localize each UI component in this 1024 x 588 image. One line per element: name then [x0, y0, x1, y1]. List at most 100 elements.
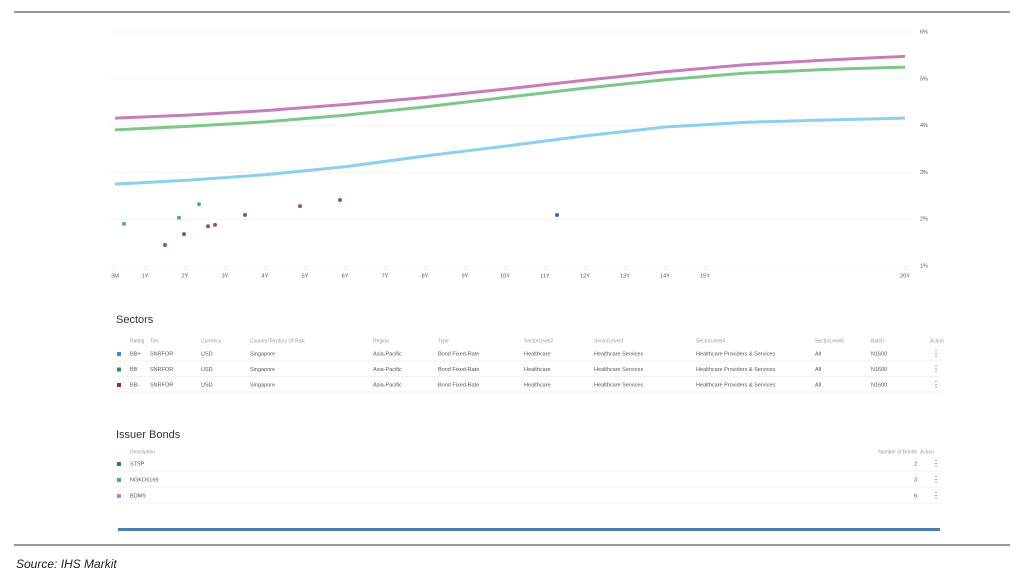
cell: SNRFOR	[150, 367, 173, 373]
cell: Healthcare	[524, 382, 551, 388]
x-tick-label: 3M	[111, 273, 119, 279]
cell: Singapore	[250, 367, 275, 373]
cell: All	[815, 382, 821, 388]
action-menu[interactable]: ⋮	[932, 491, 940, 500]
bond-point	[182, 232, 186, 237]
cell: Healthcare	[524, 367, 551, 373]
x-tick-label: 20Y	[900, 273, 910, 279]
column-header: Batch	[871, 338, 884, 344]
x-tick-label: 13Y	[620, 273, 630, 279]
action-menu[interactable]: ⋮	[932, 380, 940, 389]
scroll-bar	[118, 528, 940, 531]
x-tick-label: 11Y	[540, 273, 550, 279]
column-header: Action	[930, 338, 944, 344]
cell: BDMS	[130, 493, 146, 499]
cell: Healthcare	[524, 351, 551, 357]
cell: USD	[201, 351, 213, 357]
cell: Singapore	[250, 382, 275, 388]
cell: SNRFOR	[150, 382, 173, 388]
cell: BB	[130, 367, 138, 373]
column-header: Description	[130, 449, 155, 455]
curve	[114, 54, 906, 120]
row-marker	[117, 352, 121, 356]
column-header: SectorLevel5	[815, 338, 844, 344]
row-marker	[117, 462, 121, 466]
bond-point	[197, 202, 201, 207]
column-header: Currency	[201, 338, 222, 344]
cell: 2	[914, 461, 917, 467]
cell: SNRFOR	[150, 351, 173, 357]
cell: Asia-Pacific	[373, 351, 402, 357]
bond-point	[555, 212, 559, 217]
cell: N1600	[871, 351, 887, 357]
x-tick-label: 7Y	[382, 273, 389, 279]
bond-point	[177, 215, 181, 220]
y-tick-label: 2%	[920, 217, 928, 223]
row-marker	[117, 494, 121, 498]
y-tick-label: 1%	[920, 263, 928, 269]
x-tick-label: 3Y	[222, 273, 229, 279]
sectors-title: Sectors	[116, 314, 154, 326]
row-marker	[117, 478, 121, 482]
cell: Asia-Pacific	[373, 382, 402, 388]
x-tick-label: 6Y	[342, 273, 349, 279]
source-note: Source: IHS Markit	[16, 557, 117, 571]
bond-point	[122, 221, 126, 226]
cell: STSP	[130, 461, 145, 467]
cell: Bond Fixed-Rate	[438, 382, 479, 388]
row-marker	[117, 383, 121, 387]
cell: BB+	[130, 351, 141, 357]
bond-point	[163, 242, 167, 247]
x-tick-label: 2Y	[182, 273, 189, 279]
bond-point	[243, 212, 247, 217]
cell: All	[815, 351, 821, 357]
cell: Healthcare Providers & Services	[696, 351, 775, 357]
cell: All	[815, 367, 821, 373]
cell: Healthcare Providers & Services	[696, 367, 775, 373]
y-tick-label: 5%	[920, 76, 928, 82]
cell: Healthcare Services	[594, 367, 643, 373]
action-menu[interactable]: ⋮	[932, 459, 940, 468]
curve	[114, 65, 906, 132]
cell: NGKO6169	[130, 477, 158, 483]
x-tick-label: 10Y	[500, 273, 510, 279]
cell: 6	[914, 493, 917, 499]
cell: Healthcare Services	[594, 382, 643, 388]
x-tick-label: 4Y	[262, 273, 269, 279]
x-tick-label: 9Y	[462, 273, 469, 279]
cell: 3	[914, 477, 917, 483]
cell: Bond Fixed-Rate	[438, 367, 479, 373]
action-menu[interactable]: ⋮	[932, 475, 940, 484]
cell: N1600	[871, 367, 887, 373]
y-tick-label: 3%	[920, 170, 928, 176]
column-header: SectorLevel4	[696, 338, 725, 344]
column-header: Tier	[150, 338, 159, 344]
bond-point	[338, 198, 342, 203]
cell: Healthcare Services	[594, 351, 643, 357]
cell: Singapore	[250, 351, 275, 357]
x-tick-label: 14Y	[660, 273, 670, 279]
action-menu[interactable]: ⋮	[932, 365, 940, 374]
column-header: Number of Bonds	[878, 449, 917, 455]
x-tick-label: 15Y	[700, 273, 710, 279]
y-tick-label: 4%	[920, 123, 928, 129]
cell: Bond Fixed-Rate	[438, 351, 479, 357]
cell: N1600	[871, 382, 887, 388]
cell: USD	[201, 367, 213, 373]
x-tick-label: 8Y	[422, 273, 429, 279]
column-header: Action	[920, 449, 934, 455]
issuer-bonds-title: Issuer Bonds	[116, 429, 181, 441]
action-menu[interactable]: ⋮	[932, 349, 940, 358]
bond-point	[206, 224, 210, 229]
x-tick-label: 12Y	[580, 273, 590, 279]
cell: USD	[201, 382, 213, 388]
column-header: Country/Territory Of Risk	[250, 338, 305, 344]
cell: Asia-Pacific	[373, 367, 402, 373]
bond-point	[213, 222, 217, 227]
bond-point	[298, 204, 302, 209]
column-header: SectorLevel3	[594, 338, 623, 344]
column-header: Type	[438, 338, 449, 344]
y-tick-label: 6%	[920, 29, 928, 35]
row-marker	[117, 367, 121, 372]
